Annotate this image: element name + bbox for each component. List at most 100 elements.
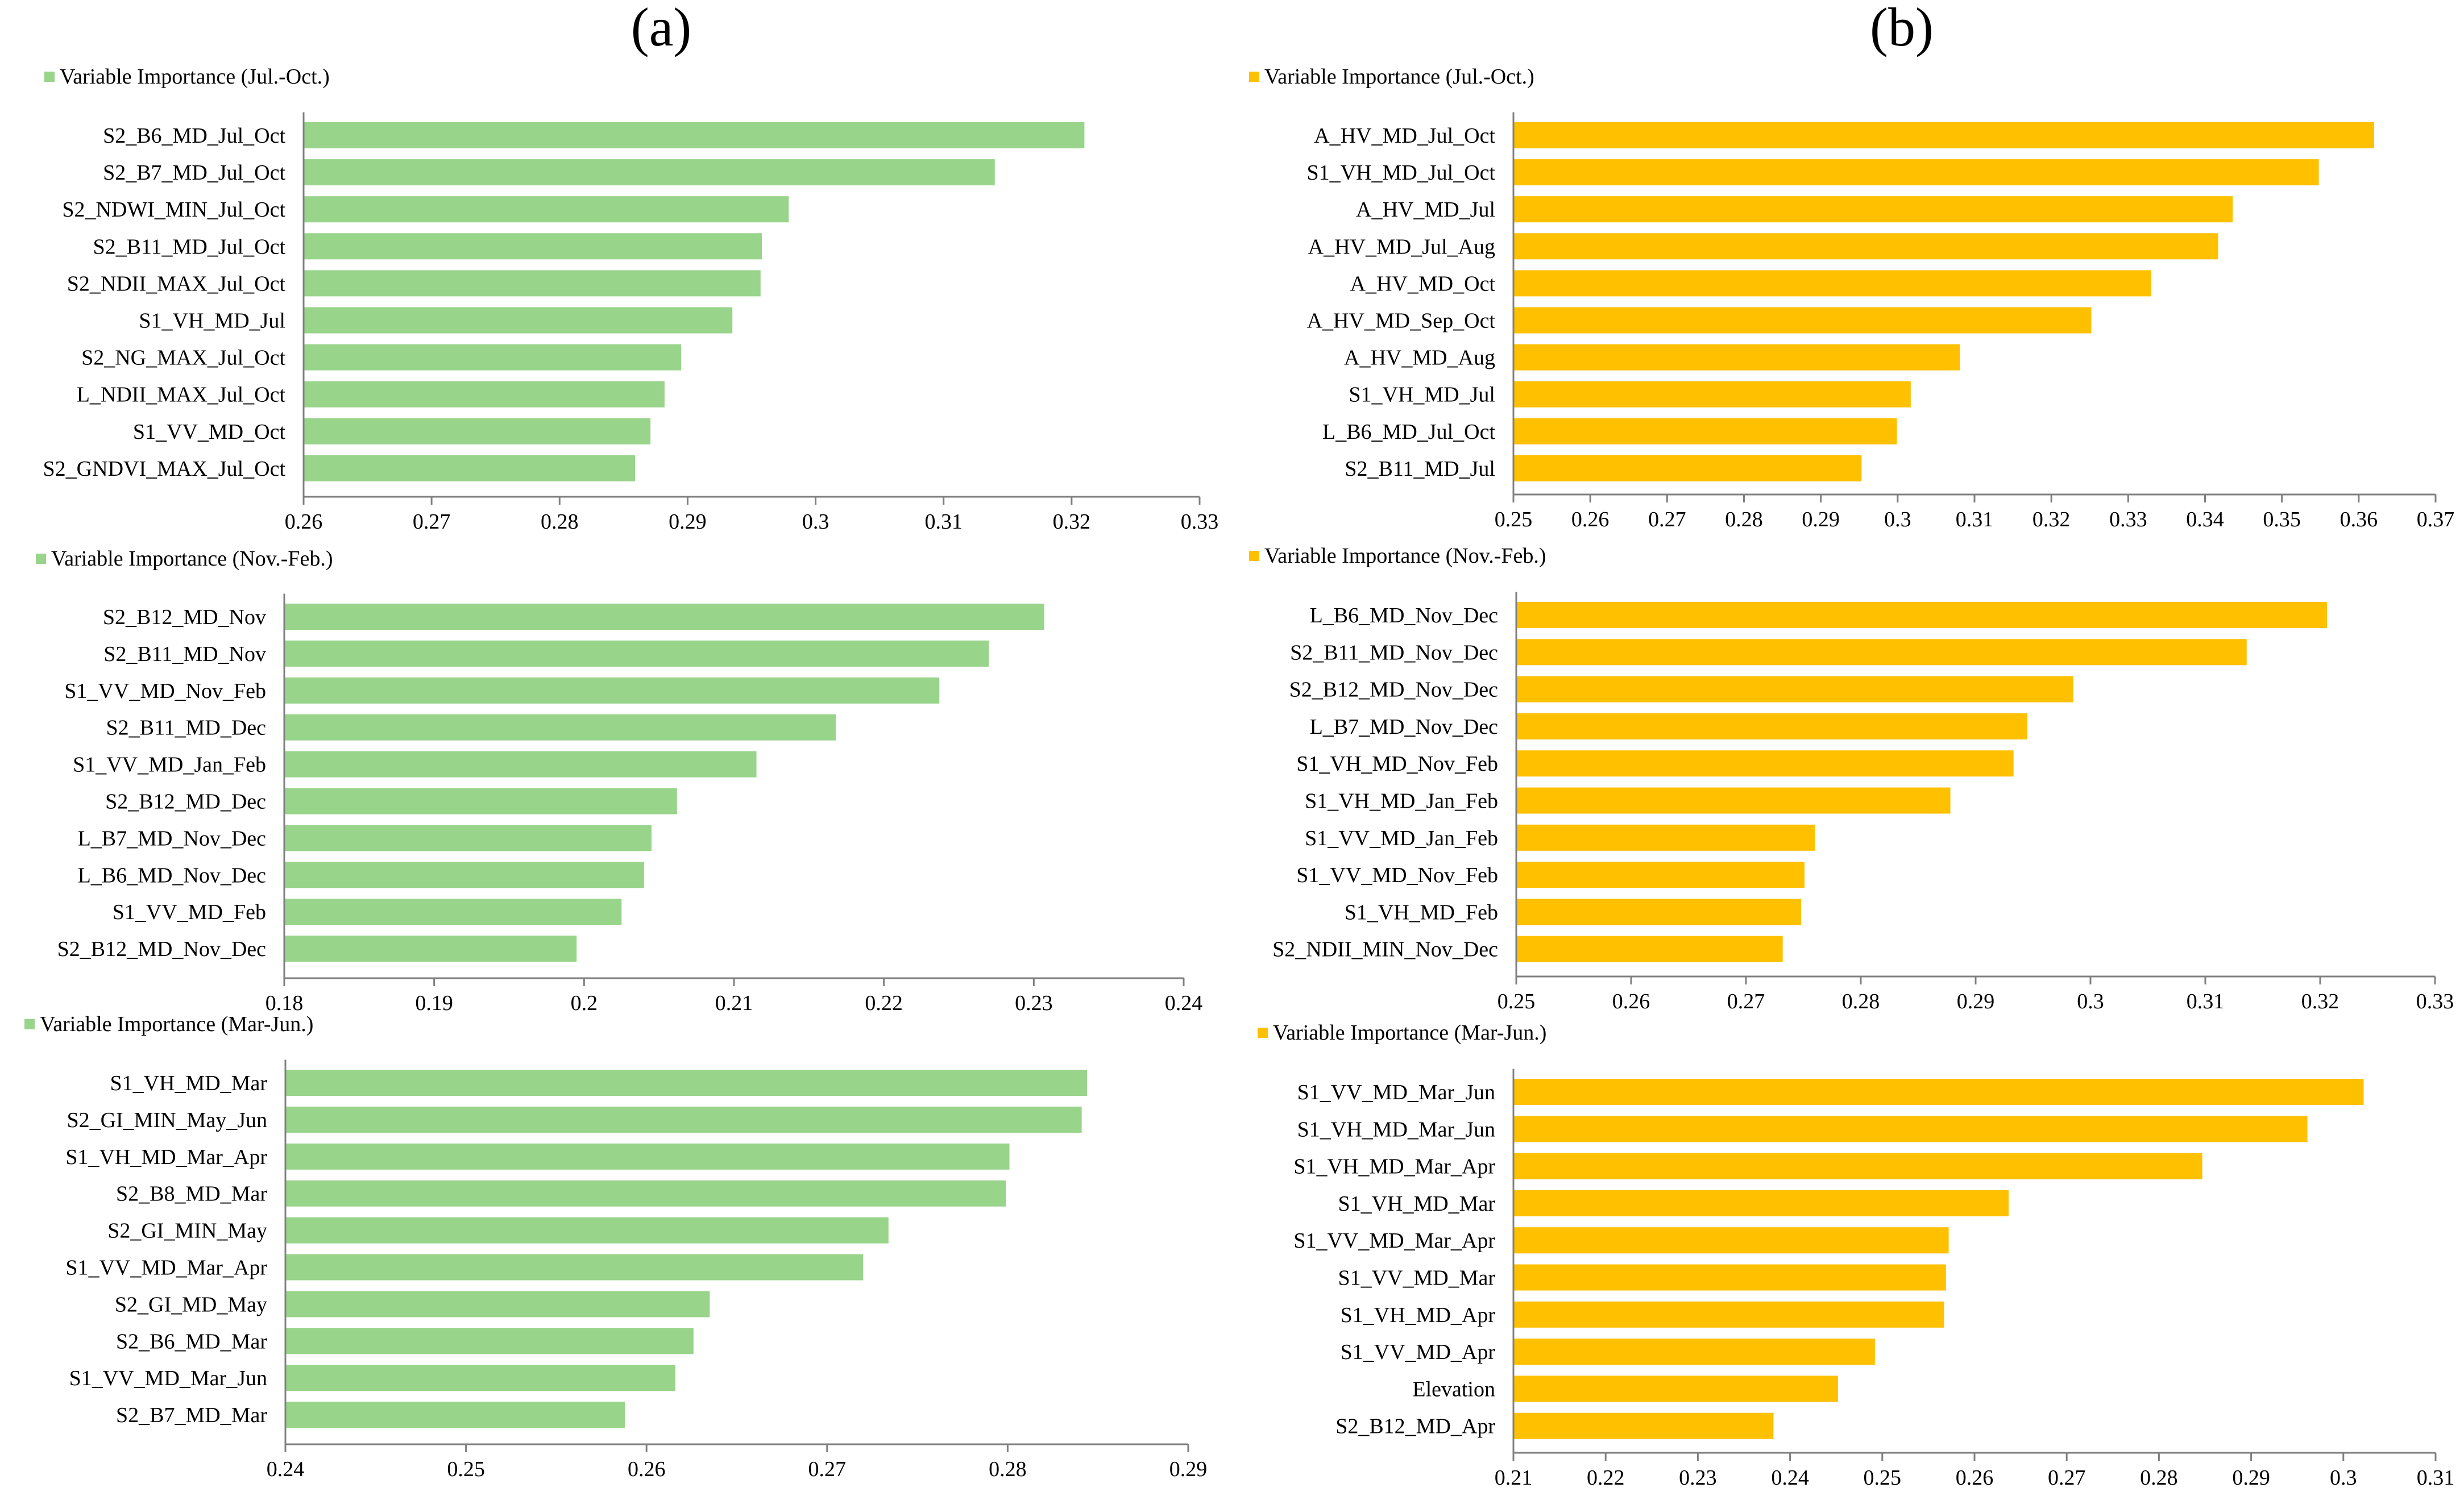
category-label: L_B6_MD_Nov_Dec [1310, 604, 1498, 628]
x-tick-label: 0.26 [1571, 508, 1610, 531]
category-label: S1_VV_MD_Feb [113, 900, 266, 924]
bar [285, 1365, 676, 1391]
category-label: S1_VH_MD_Jan_Feb [1305, 789, 1498, 813]
category-label: S2_B12_MD_Apr [1335, 1415, 1495, 1439]
legend-label: Variable Importance (Nov.-Feb.) [1264, 544, 1546, 568]
chart-1: Variable Importance (Jul.-Oct.) S2_B6_MD_… [43, 65, 1219, 534]
x-tick-label: 0.2 [571, 991, 598, 1015]
x-tick-label: 0.24 [267, 1457, 305, 1481]
x-tick-label: 0.31 [2187, 990, 2225, 1013]
category-label: S2_NG_MAX_Jul_Oct [81, 346, 285, 370]
category-label: A_HV_MD_Jul_Aug [1308, 235, 1495, 259]
category-label: S1_VH_MD_Apr [1341, 1303, 1496, 1327]
category-label: S2_B12_MD_Nov_Dec [57, 937, 266, 961]
category-label: L_B7_MD_Nov_Dec [1310, 715, 1498, 739]
x-tick-label: 0.29 [669, 510, 707, 534]
bar [1513, 381, 1911, 408]
category-label: S2_B11_MD_Nov_Dec [1290, 641, 1498, 664]
x-tick-label: 0.29 [1169, 1457, 1208, 1481]
bar [304, 122, 1085, 148]
x-tick-label: 0.36 [2340, 508, 2378, 531]
legend-swatch [24, 1019, 35, 1029]
category-label: S2_NDII_MAX_Jul_Oct [67, 272, 286, 296]
bar [285, 1143, 1010, 1170]
legend-label: Variable Importance (Nov.-Feb.) [51, 547, 333, 571]
bar [1513, 455, 1862, 481]
legend-label: Variable Importance (Jul.-Oct.) [1264, 65, 1534, 89]
bar [1516, 602, 2328, 628]
x-tick-label: 0.3 [1884, 508, 1911, 531]
panel-label-b: (b) [1870, 0, 1934, 57]
category-label: S2_NDWI_MIN_Jul_Oct [62, 198, 285, 222]
x-tick-label: 0.33 [1181, 510, 1219, 534]
x-tick-label: 0.26 [1956, 1466, 1994, 1490]
bar [1516, 750, 2014, 777]
x-tick-label: 0.28 [2140, 1466, 2178, 1490]
bar [1516, 899, 1801, 925]
bar [1513, 270, 2151, 297]
x-tick-label: 0.26 [285, 510, 323, 534]
x-tick-label: 0.28 [1725, 508, 1763, 531]
bar [285, 1180, 1006, 1207]
x-tick-label: 0.23 [1679, 1466, 1717, 1490]
bar [1516, 862, 1805, 888]
category-label: S1_VH_MD_Jul [1349, 383, 1495, 407]
bar [304, 159, 995, 186]
x-tick-label: 0.24 [1165, 991, 1203, 1015]
category-label: S1_VH_MD_Jul_Oct [1307, 161, 1496, 185]
legend-label: Variable Importance (Mar-Jun.) [40, 1012, 313, 1036]
x-tick-label: 0.27 [1727, 990, 1765, 1013]
category-label: L_B6_MD_Jul_Oct [1322, 420, 1495, 444]
category-label: S2_GI_MIN_May [107, 1219, 267, 1243]
category-label: S2_B11_MD_Jul [1345, 457, 1495, 481]
category-label: L_B6_MD_Nov_Dec [78, 863, 266, 887]
x-tick-label: 0.25 [1864, 1466, 1902, 1490]
category-label: S1_VV_MD_Jan_Feb [73, 753, 266, 777]
x-tick-label: 0.21 [715, 991, 753, 1015]
bar [284, 714, 836, 741]
bar [1516, 824, 1815, 851]
bar [1516, 639, 2247, 666]
x-tick-label: 0.21 [1495, 1466, 1533, 1490]
category-label: S1_VV_MD_Nov_Feb [64, 679, 266, 703]
chart-2: Variable Importance (Jul.-Oct.) A_HV_MD_J… [1249, 65, 2454, 531]
category-label: S1_VH_MD_Mar [1338, 1192, 1495, 1216]
category-label: L_B7_MD_Nov_Dec [78, 826, 266, 850]
category-label: S1_VV_MD_Mar_Apr [1293, 1229, 1495, 1253]
bar [304, 455, 636, 481]
bar [304, 344, 682, 371]
category-label: Elevation [1412, 1377, 1495, 1401]
x-tick-label: 0.26 [628, 1457, 666, 1481]
x-tick-label: 0.32 [1053, 510, 1091, 534]
legend-swatch [1258, 1028, 1268, 1038]
x-tick-label: 0.22 [865, 991, 903, 1015]
bar [1513, 196, 2233, 223]
category-label: S1_VH_MD_Mar_Jun [1297, 1117, 1495, 1141]
bar [304, 307, 733, 334]
x-tick-label: 0.31 [1956, 508, 1994, 531]
bar [1513, 1264, 1946, 1291]
bar [284, 862, 644, 888]
bar [1513, 122, 2374, 148]
x-tick-label: 0.3 [2077, 990, 2104, 1013]
bar [1513, 1079, 2364, 1105]
x-tick-label: 0.35 [2263, 508, 2301, 531]
category-label: A_HV_MD_Jul [1356, 198, 1495, 222]
x-tick-label: 0.33 [2416, 990, 2454, 1013]
category-label: S2_B12_MD_Nov [103, 605, 266, 629]
category-label: S2_B11_MD_Jul_Oct [93, 235, 285, 259]
bar [1513, 418, 1897, 444]
x-tick-label: 0.28 [1842, 990, 1880, 1013]
bar [284, 677, 940, 704]
category-label: A_HV_MD_Jul_Oct [1314, 124, 1495, 148]
category-label: A_HV_MD_Aug [1344, 346, 1495, 370]
bar [304, 196, 789, 223]
bar [1513, 1116, 2308, 1142]
bar [1513, 344, 1960, 371]
legend-swatch [36, 554, 46, 564]
category-label: S2_B6_MD_Mar [116, 1329, 267, 1353]
category-label: S1_VV_MD_Nov_Feb [1296, 863, 1498, 887]
x-tick-label: 0.28 [989, 1457, 1027, 1481]
bar [1516, 787, 1951, 814]
